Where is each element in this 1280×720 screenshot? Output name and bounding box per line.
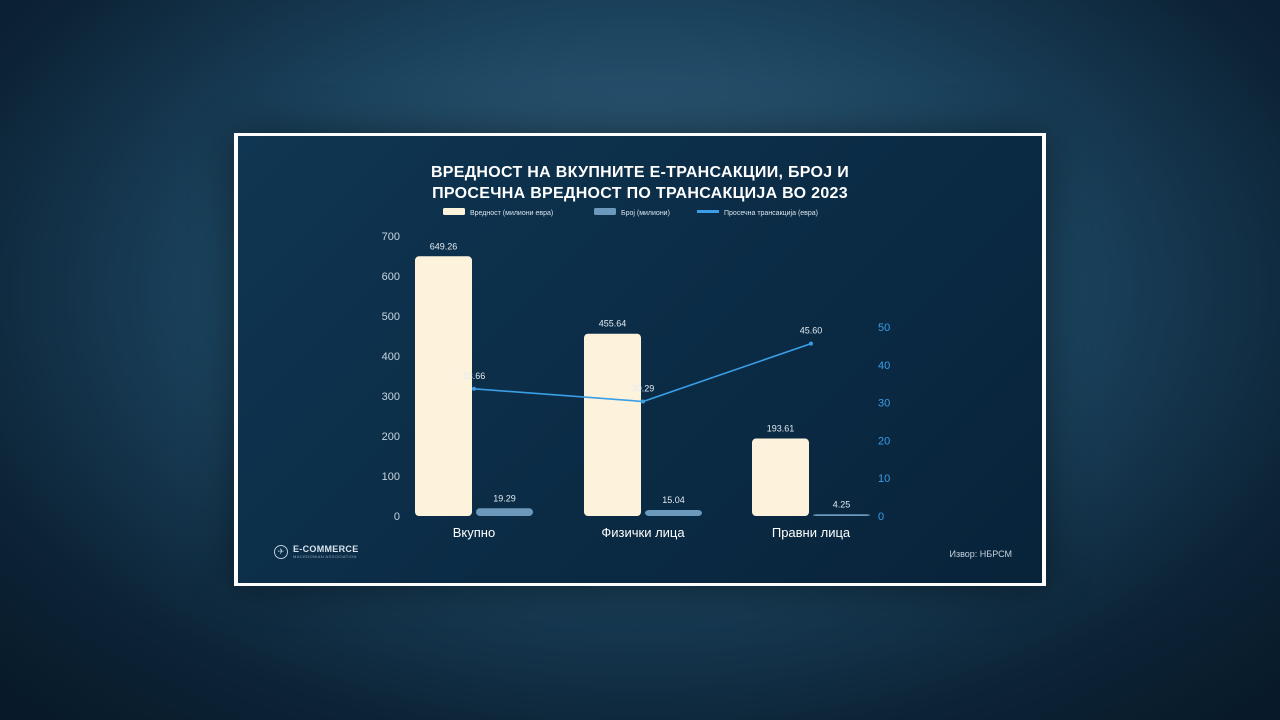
brand-icon: ✈ xyxy=(274,544,288,559)
line-data-label: 45.60 xyxy=(800,326,823,336)
y-left-tick-label: 500 xyxy=(382,311,400,323)
y-left-tick-label: 0 xyxy=(394,511,400,523)
y-left-tick-label: 300 xyxy=(382,391,400,403)
brand-subtitle: MACEDONIAN ASSOCIATION xyxy=(293,554,357,559)
bar-value-1 xyxy=(415,256,472,516)
y-left-tick-label: 700 xyxy=(382,231,400,243)
bar-data-label: 649.26 xyxy=(430,241,458,251)
y-right-tick-label: 10 xyxy=(878,473,890,485)
bar-value-3 xyxy=(752,438,809,516)
image-frame: ВРЕДНОСТ НА ВКУПНИТЕ Е-ТРАНСАКЦИИ, БРОЈ … xyxy=(234,133,1046,586)
bar-value-2 xyxy=(584,333,641,516)
y-left-tick-label: 200 xyxy=(382,431,400,443)
legend-label-3: Просечна трансакција (евра) xyxy=(724,210,818,217)
y-right-tick-label: 50 xyxy=(878,322,890,334)
bar-count-2 xyxy=(645,509,702,516)
source-note: Извор: НБРСМ xyxy=(949,549,1013,559)
x-category-label: Физички лица xyxy=(601,525,685,540)
y-left-tick-label: 600 xyxy=(382,271,400,283)
bar-data-label: 455.64 xyxy=(599,319,627,329)
y-right-tick-label: 30 xyxy=(878,398,890,410)
line-point-3 xyxy=(809,341,813,346)
brand-name: E-COMMERCE xyxy=(293,544,359,554)
legend-label-1: Вредност (милиони евра) xyxy=(470,210,553,217)
y-right-tick-label: 40 xyxy=(878,360,890,372)
bar-count-3 xyxy=(813,514,870,516)
line-point-2 xyxy=(641,399,645,404)
legend-swatch-1 xyxy=(443,208,465,215)
line-point-1 xyxy=(472,386,476,391)
chart-title-line-2: ПРОСЕЧНА ВРЕДНОСТ ПО ТРАНСАКЦИЈА ВО 2023 xyxy=(432,185,848,202)
y-left-tick-label: 100 xyxy=(382,471,400,483)
line-data-label: 33.66 xyxy=(463,371,486,381)
legend-swatch-2 xyxy=(594,208,616,215)
bar-data-label: 4.25 xyxy=(833,499,851,509)
bar-data-label: 15.04 xyxy=(662,495,685,505)
x-category-label: Правни лица xyxy=(772,525,851,540)
y-right-tick-label: 20 xyxy=(878,435,890,447)
brand-logo: ✈ E-COMMERCE MACEDONIAN ASSOCIATION xyxy=(274,544,359,559)
y-right-tick-label: 0 xyxy=(878,511,884,523)
bar-data-label: 193.61 xyxy=(767,424,795,434)
chart-title-line-1: ВРЕДНОСТ НА ВКУПНИТЕ Е-ТРАНСАКЦИИ, БРОЈ … xyxy=(430,164,850,181)
chart-canvas: Вредност (милиони евра) Број (милиони) Про… xyxy=(382,208,890,540)
legend-label-2: Број (милиони) xyxy=(621,210,670,217)
x-category-label: Вкупно xyxy=(453,525,495,540)
y-left-tick-label: 400 xyxy=(382,351,400,363)
chart-slide: ВРЕДНОСТ НА ВКУПНИТЕ Е-ТРАНСАКЦИИ, БРОЈ … xyxy=(238,136,1042,583)
bar-data-label: 19.29 xyxy=(493,493,516,503)
chart-title: ВРЕДНОСТ НА ВКУПНИТЕ Е-ТРАНСАКЦИИ, БРОЈ … xyxy=(238,162,1042,204)
bar-count-1 xyxy=(476,508,533,516)
legend-swatch-3 xyxy=(697,210,719,213)
line-data-label: 30.29 xyxy=(632,384,655,394)
